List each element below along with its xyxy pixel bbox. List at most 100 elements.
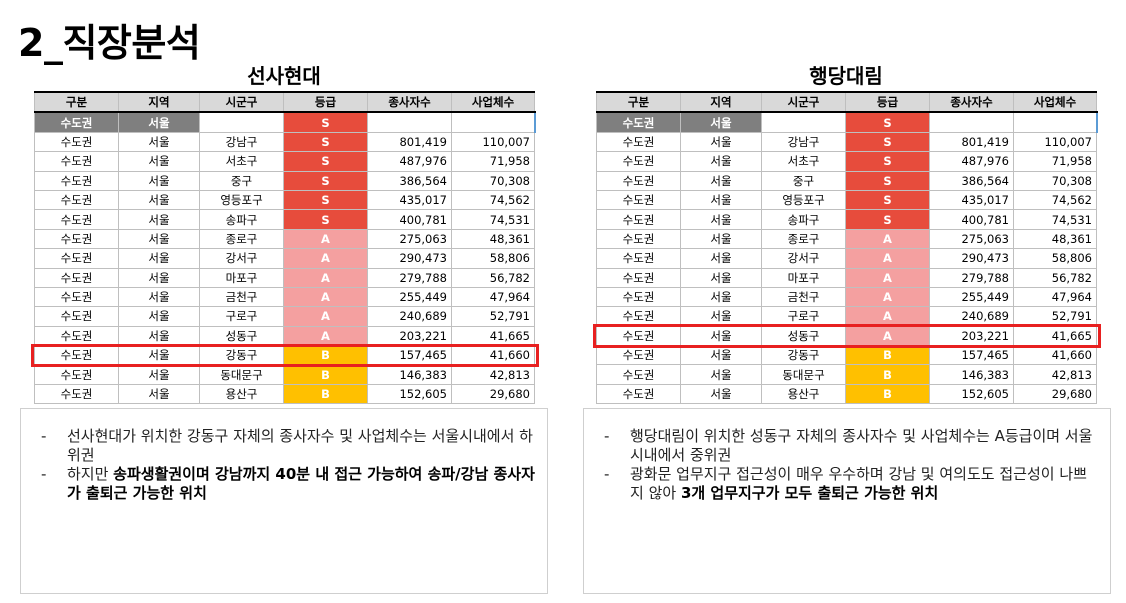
grade-cell: B (845, 364, 930, 385)
note-item: 행당대림이 위치한 성동구 자체의 종사자수 및 사업체수는 A등급이며 서울시… (604, 427, 1100, 465)
businesses-cell: 58,806 (1013, 248, 1097, 269)
column-header: 지역 (680, 90, 762, 114)
businesses-cell: 48,361 (451, 228, 535, 250)
employees-cell: 275,063 (367, 228, 452, 250)
note-text: 행당대림이 위치한 성동구 자체의 종사자수 및 사업체수는 A등급이며 서울시… (630, 427, 1093, 464)
group-header-row: 수도권 서울 S (34, 111, 536, 133)
region-cell: 서울 (118, 286, 200, 308)
grade-cell: S (845, 209, 930, 230)
region-cell: 서울 (680, 306, 762, 327)
category-cell: 수도권 (596, 111, 681, 133)
region-cell: 서울 (680, 267, 762, 288)
region-cell: 서울 (118, 248, 200, 269)
businesses-cell: 29,680 (1013, 383, 1097, 405)
employees-cell: 279,788 (367, 267, 452, 288)
district-cell: 용산구 (199, 383, 284, 405)
employees-cell: 435,017 (929, 189, 1014, 211)
grade-cell: S (845, 131, 930, 153)
employees-cell: 801,419 (367, 131, 452, 153)
businesses-cell: 110,007 (1013, 131, 1097, 153)
empty-cell (1013, 111, 1098, 133)
region-cell: 서울 (680, 189, 762, 211)
grade-cell: S (283, 131, 368, 153)
district-cell: 동대문구 (199, 364, 284, 385)
employees-cell: 386,564 (367, 170, 452, 191)
column-header: 지역 (118, 90, 200, 114)
employees-cell: 203,221 (929, 325, 1014, 347)
district-cell: 금천구 (761, 286, 846, 308)
businesses-cell: 74,531 (1013, 209, 1097, 230)
employees-cell: 290,473 (929, 248, 1014, 269)
table-row: 수도권 서울 송파구 S 400,781 74,531 (596, 209, 1097, 230)
region-cell: 서울 (680, 209, 762, 230)
category-cell: 수도권 (34, 189, 119, 211)
district-table: 구분 지역 시군구 등급 종사자수 사업체수 수도권 서울 S 수도권 서울 강남구 S 801,419 1… (596, 90, 1098, 405)
businesses-cell: 74,562 (451, 189, 535, 211)
region-cell: 서울 (680, 151, 762, 172)
district-cell: 구로구 (761, 306, 846, 327)
category-cell: 수도권 (596, 325, 681, 347)
category-cell: 수도권 (34, 383, 119, 405)
note-text: 광화문 업무지구 접근성이 매우 우수하며 강남 및 여의도도 접근성이 나쁘지… (630, 465, 1087, 502)
region-cell: 서울 (118, 151, 200, 172)
district-cell: 송파구 (199, 209, 284, 230)
table-row: 수도권 서울 성동구 A 203,221 41,665 (596, 325, 1097, 347)
grade-cell: B (283, 364, 368, 385)
note-box-seonsa: 선사현대가 위치한 강동구 자체의 종사자수 및 사업체수는 서울시내에서 하위… (20, 408, 548, 594)
district-table: 구분 지역 시군구 등급 종사자수 사업체수 수도권 서울 S 수도권 서울 강남구 S 801,419 1… (34, 90, 536, 405)
panel-title: 선사현대 (247, 64, 321, 88)
district-cell: 송파구 (761, 209, 846, 230)
note-text: 하지만 (67, 465, 114, 483)
businesses-cell: 47,964 (451, 286, 535, 308)
grade-cell: A (283, 306, 368, 327)
grade-cell: B (845, 383, 930, 405)
businesses-cell: 47,964 (1013, 286, 1097, 308)
region-cell: 서울 (680, 131, 762, 153)
category-cell: 수도권 (596, 364, 681, 385)
district-cell: 서초구 (199, 151, 284, 172)
employees-cell: 157,465 (367, 345, 452, 366)
employees-cell: 203,221 (367, 325, 452, 347)
table-row: 수도권 서울 강남구 S 801,419 110,007 (34, 131, 535, 153)
group-header-row: 수도권 서울 S (596, 111, 1098, 133)
region-cell: 서울 (680, 111, 762, 133)
category-cell: 수도권 (34, 248, 119, 269)
note-item: 하지만 송파생활권이며 강남까지 40분 내 접근 가능하여 송파/강남 종사자… (41, 465, 537, 503)
grade-cell: A (845, 228, 930, 250)
businesses-cell: 70,308 (451, 170, 535, 191)
region-cell: 서울 (680, 383, 762, 405)
region-cell: 서울 (680, 325, 762, 347)
district-cell: 영등포구 (199, 189, 284, 211)
businesses-cell: 42,813 (451, 364, 535, 385)
table-row: 수도권 서울 강동구 B 157,465 41,660 (34, 345, 535, 366)
region-cell: 서울 (680, 248, 762, 269)
note-emphasis: 송파생활권이며 강남까지 40분 내 접근 가능하여 송파/강남 종사자가 출퇴… (67, 465, 535, 502)
table-row: 수도권 서울 종로구 A 275,063 48,361 (596, 228, 1097, 250)
district-cell: 금천구 (199, 286, 284, 308)
employees-cell: 487,976 (929, 151, 1014, 172)
table-header-row: 구분 지역 시군구 등급 종사자수 사업체수 (596, 90, 1097, 114)
table-row: 수도권 서울 마포구 A 279,788 56,782 (596, 267, 1097, 288)
district-cell: 용산구 (761, 383, 846, 405)
employees-cell: 275,063 (929, 228, 1014, 250)
note-list: 선사현대가 위치한 강동구 자체의 종사자수 및 사업체수는 서울시내에서 하위… (41, 427, 537, 503)
table-row: 수도권 서울 금천구 A 255,449 47,964 (34, 286, 535, 308)
region-cell: 서울 (118, 170, 200, 191)
table-row: 수도권 서울 동대문구 B 146,383 42,813 (34, 364, 535, 385)
grade-cell: A (845, 267, 930, 288)
employees-cell: 435,017 (367, 189, 452, 211)
employees-cell: 152,605 (929, 383, 1014, 405)
category-cell: 수도권 (596, 228, 681, 250)
district-cell: 강동구 (761, 345, 846, 366)
column-header: 등급 (283, 90, 368, 114)
businesses-cell: 56,782 (451, 267, 535, 288)
employees-cell: 146,383 (929, 364, 1014, 385)
table-row: 수도권 서울 마포구 A 279,788 56,782 (34, 267, 535, 288)
businesses-cell: 41,660 (1013, 345, 1097, 366)
table-row: 수도권 서울 성동구 A 203,221 41,665 (34, 325, 535, 347)
table-row: 수도권 서울 구로구 A 240,689 52,791 (34, 306, 535, 327)
region-cell: 서울 (118, 345, 200, 366)
category-cell: 수도권 (34, 228, 119, 250)
grade-cell: S (845, 189, 930, 211)
grade-cell: B (283, 383, 368, 405)
